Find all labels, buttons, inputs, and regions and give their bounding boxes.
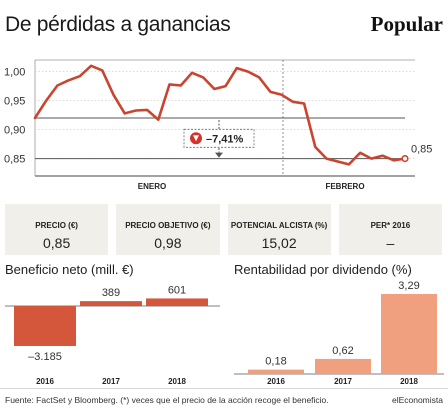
bar-category-label: 2016 — [267, 377, 285, 386]
bar-value-label: 3,29 — [398, 280, 419, 292]
kpi-value: 15,02 — [261, 235, 297, 251]
bar-value-label: 0,18 — [265, 356, 286, 368]
bar — [80, 301, 142, 306]
x-label-febrero: FEBRERO — [325, 182, 364, 191]
bar — [14, 306, 76, 346]
source-note: Fuente: FactSet y Bloomberg. (*) veces q… — [5, 395, 329, 405]
bar-value-label: 0,62 — [332, 345, 353, 357]
kpi-label: PER* 2016 — [370, 221, 411, 230]
kpi-potencial-alcista: POTENCIAL ALCISTA (%) 15,02 — [227, 204, 331, 255]
y-tick-label: 0,95 — [4, 96, 25, 108]
kpi-label: POTENCIAL ALCISTA (%) — [230, 221, 328, 230]
bar-category-label: 2018 — [168, 377, 186, 386]
kpi-label: PRECIO OBJETIVO (€) — [125, 221, 211, 230]
yield-bar-chart: 0,18 2016 0,62 2017 3,29 2018 — [234, 280, 444, 386]
kpi-value: – — [386, 235, 395, 251]
bar-category-label: 2017 — [102, 377, 120, 386]
bar-value-label: –3.185 — [28, 351, 62, 363]
bar-category-label: 2018 — [400, 377, 418, 386]
end-point-marker — [401, 155, 409, 163]
price-line-chart: 1,00 0,95 0,90 0,85 ENERO FEBRERO –7,41% 0,8… — [4, 59, 432, 191]
bar-value-label: 389 — [102, 287, 120, 299]
bar — [315, 358, 371, 374]
kpi-precio: PRECIO (€) 0,85 — [5, 204, 109, 255]
footer-brand: elEconomista — [391, 395, 443, 405]
kpi-value: 0,85 — [43, 235, 71, 251]
kpi-per: PER* 2016 – — [338, 204, 442, 255]
kpi-value: 0,98 — [154, 235, 182, 251]
footer: Fuente: FactSet y Bloomberg. (*) veces q… — [0, 388, 448, 411]
annotation-arrow-head — [215, 152, 223, 158]
bar — [146, 298, 208, 306]
x-label-enero: ENERO — [138, 182, 166, 191]
bar-value-label: 601 — [168, 284, 186, 296]
page-title: De pérdidas a ganancias — [5, 13, 231, 36]
kpi-row: PRECIO (€) 0,85 PRECIO OBJETIVO (€) 0,98… — [5, 204, 442, 255]
benefit-bar-chart: –3.185 2016 389 2017 601 2018 — [5, 284, 220, 386]
end-point-label: 0,85 — [411, 144, 432, 156]
y-tick-label: 1,00 — [4, 67, 25, 79]
bar — [381, 294, 437, 374]
price-series-line — [33, 64, 407, 166]
bar-category-label: 2016 — [36, 377, 54, 386]
benefit-chart-title: Beneficio neto (mill. €) — [5, 262, 134, 277]
y-tick-label: 0,90 — [4, 125, 25, 137]
down-arrow-glyph — [193, 135, 199, 142]
kpi-label: PRECIO (€) — [35, 221, 78, 230]
kpi-precio-objetivo: PRECIO OBJETIVO (€) 0,98 — [116, 204, 220, 255]
brand-logo: Popular — [370, 12, 443, 36]
y-tick-label: 0,85 — [4, 154, 25, 166]
bar — [248, 369, 304, 374]
annotation-box — [183, 128, 255, 148]
bar-category-label: 2017 — [334, 377, 352, 386]
yield-chart-title: Rentabilidad por dividendo (%) — [234, 262, 412, 277]
annotation-label: –7,41% — [206, 133, 244, 145]
